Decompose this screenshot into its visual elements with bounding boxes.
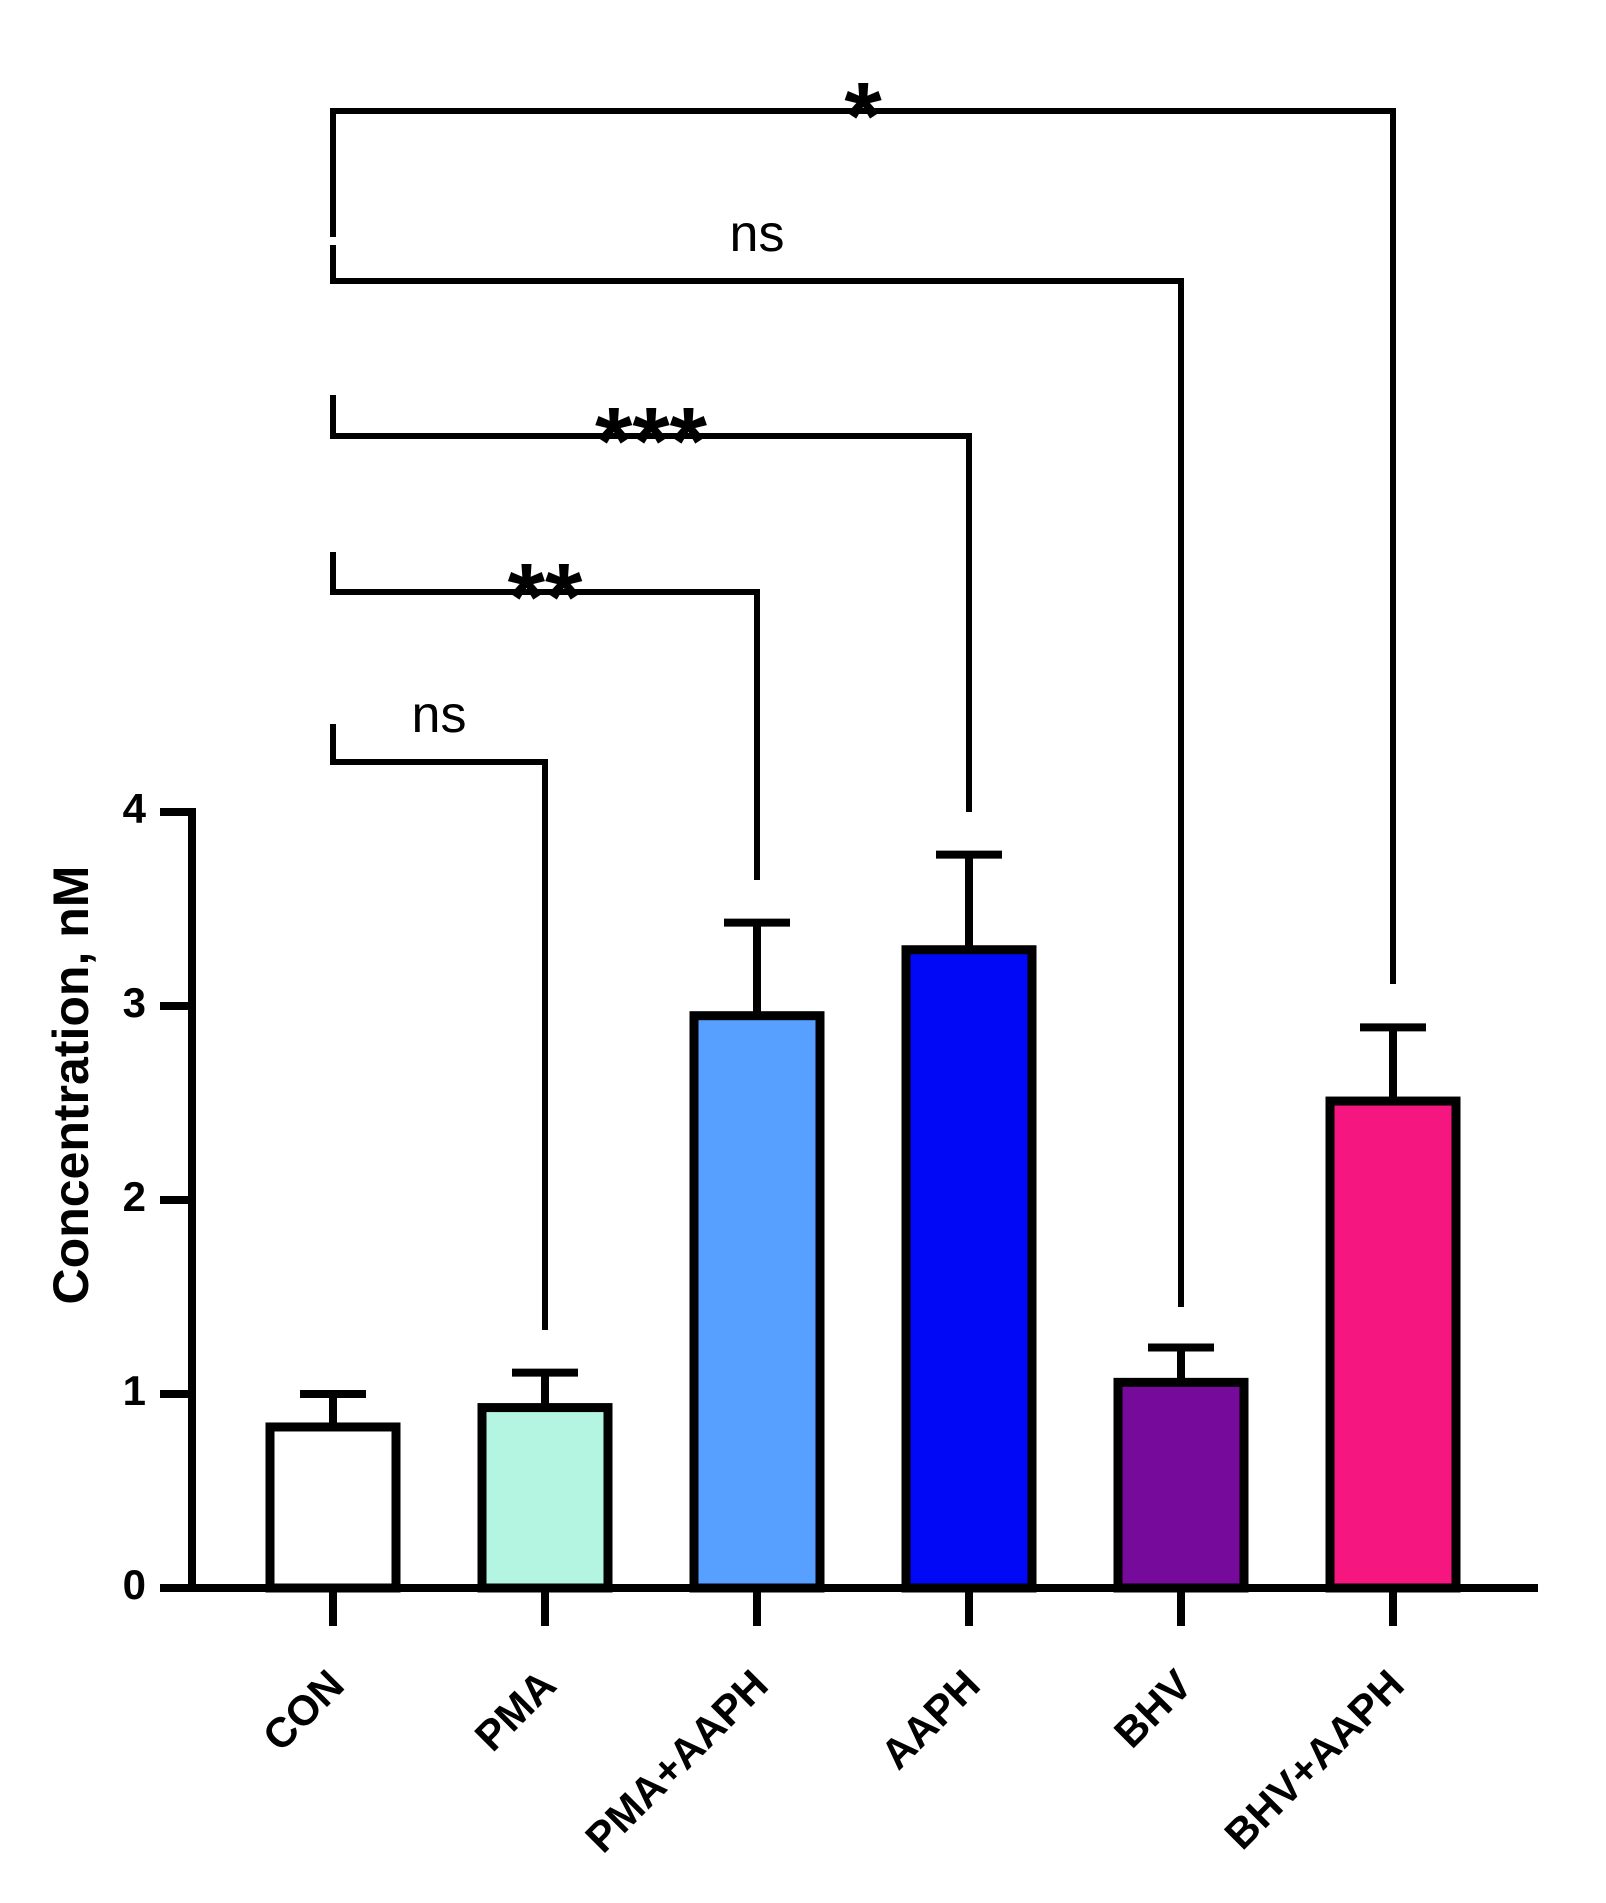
bar-con: [265, 1422, 401, 1593]
y-tick-label: 0: [123, 1561, 146, 1608]
bar-aaph: [901, 945, 1037, 1593]
x-tick-label: PMA+AAPH: [576, 1661, 777, 1862]
significance-bracket: [330, 724, 548, 1330]
y-tick-label: 3: [123, 979, 146, 1026]
significance-bracket: [330, 395, 972, 812]
bar-pma: [477, 1403, 613, 1593]
significance-label: ***: [595, 388, 708, 495]
bar-bhv-plus-aaph: [1325, 1096, 1461, 1593]
y-tick-label: 1: [123, 1367, 146, 1414]
y-tick-label: 2: [123, 1173, 146, 1220]
significance-label: ns: [412, 686, 467, 744]
significance-bracket: [330, 108, 1396, 984]
x-tick-label: PMA: [466, 1661, 565, 1760]
significance-label: *: [844, 63, 882, 170]
x-tick-label: CON: [254, 1661, 353, 1760]
y-axis-label: Concentration, nM: [43, 866, 99, 1305]
bar-bhv: [1113, 1377, 1249, 1593]
x-tick-label: BHV: [1105, 1661, 1201, 1757]
bar-pma-plus-aaph: [689, 1011, 825, 1593]
significance-bracket: [330, 245, 1184, 1307]
significance-label: ns: [730, 205, 785, 263]
significance-bracket: [330, 552, 760, 880]
significance-label: **: [508, 544, 583, 651]
x-tick-label: AAPH: [871, 1661, 988, 1778]
x-tick-label: BHV+AAPH: [1215, 1661, 1412, 1858]
y-tick-label: 4: [123, 785, 147, 832]
